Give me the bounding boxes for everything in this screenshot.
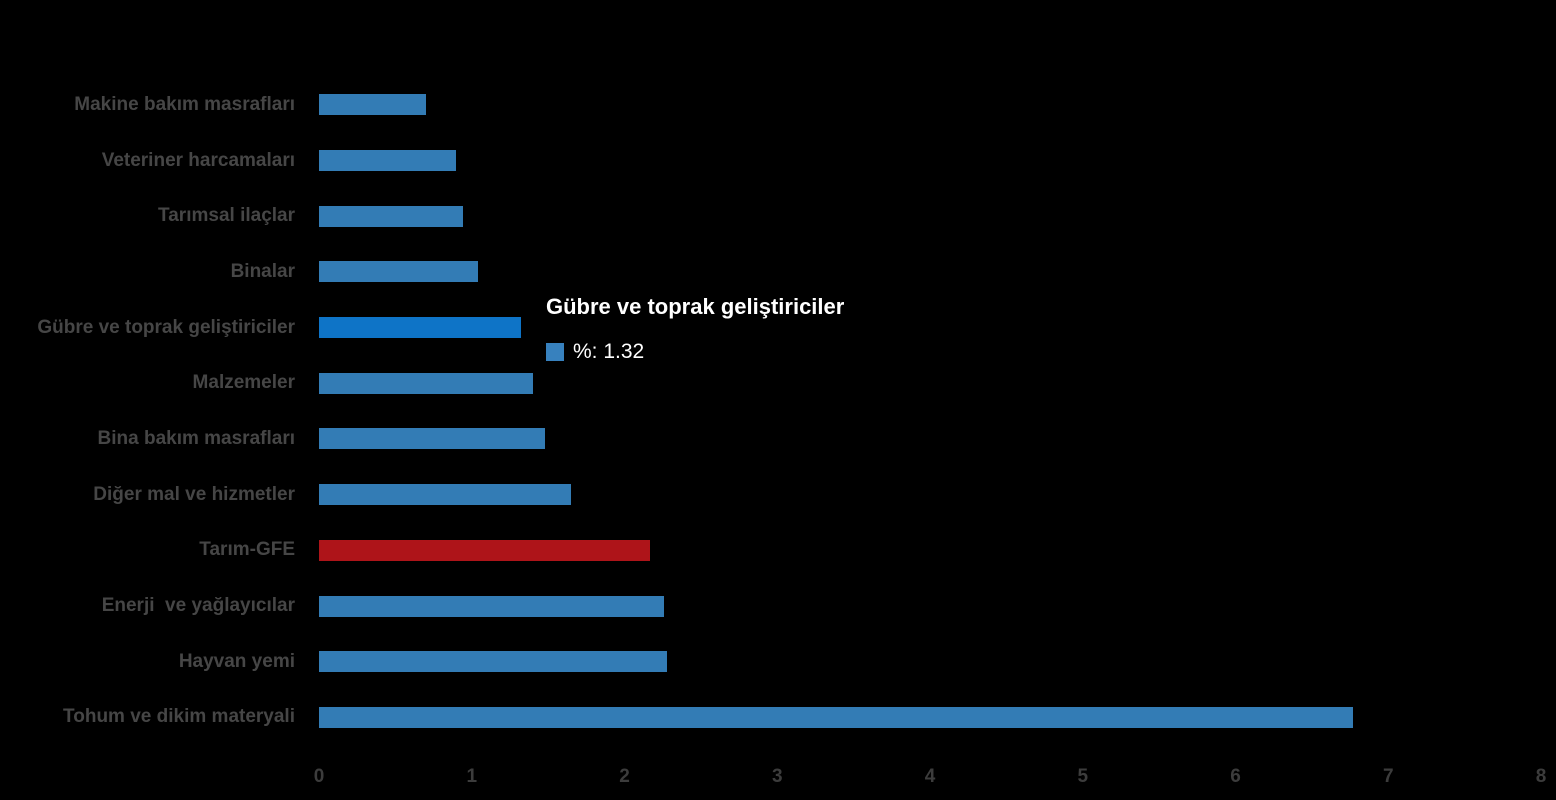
category-label: Tohum ve dikim materyali (63, 706, 295, 728)
tooltip-title: Gübre ve toprak geliştiriciler (546, 294, 845, 319)
bar-track (319, 595, 1541, 617)
category-label: Diğer mal ve hizmetler (93, 483, 295, 505)
x-tick-label: 8 (1535, 766, 1547, 787)
bar-row: Makine bakım masrafları (0, 77, 1556, 133)
bar[interactable] (319, 539, 651, 561)
bar-row: Malzemeler (0, 355, 1556, 411)
category-label: Bina bakım masrafları (97, 427, 295, 449)
bar-row: Tohum ve dikim materyali (0, 690, 1556, 746)
bar-track (319, 539, 1541, 561)
bar-row: Bina bakım masrafları (0, 411, 1556, 467)
x-tick-label: 5 (1077, 766, 1089, 787)
bar-row: Veteriner harcamaları (0, 133, 1556, 189)
bar-track (319, 150, 1541, 172)
category-label: Veteriner harcamaları (101, 149, 295, 171)
x-tick-label: 1 (466, 766, 478, 787)
tooltip: Gübre ve toprak geliştiriciler %: 1.32 (546, 294, 844, 364)
bar[interactable] (319, 261, 478, 283)
category-label: Tarım-GFE (199, 539, 295, 561)
bar-row: Diğer mal ve hizmetler (0, 467, 1556, 523)
bar[interactable] (319, 317, 521, 339)
category-label: Binalar (230, 260, 295, 282)
bar-track (319, 317, 1541, 339)
x-axis: 0 1 2 3 4 5 6 7 8 (314, 766, 1547, 796)
bar[interactable] (319, 94, 426, 116)
category-label: Hayvan yemi (178, 650, 295, 672)
category-label: Tarımsal ilaçlar (158, 205, 295, 227)
x-tick-label: 2 (619, 766, 630, 787)
bar[interactable] (319, 651, 668, 673)
bar-track (319, 428, 1541, 450)
bar-row: Enerji ve yağlayıcılar (0, 578, 1556, 634)
x-tick-label: 3 (771, 766, 783, 787)
bar-row: Gübre ve toprak geliştiriciler (0, 300, 1556, 356)
bar[interactable] (319, 150, 457, 172)
bar[interactable] (319, 428, 546, 450)
category-label: Malzemeler (192, 372, 295, 394)
category-label: Gübre ve toprak geliştiriciler (37, 316, 295, 338)
bar[interactable] (319, 484, 572, 506)
bar[interactable] (319, 706, 1354, 728)
category-label: Enerji ve yağlayıcılar (101, 595, 295, 617)
bar-track (319, 706, 1541, 728)
bar-track (319, 205, 1541, 227)
bar-row: Tarım-GFE (0, 523, 1556, 579)
bar-track (319, 94, 1541, 116)
tooltip-legend-row: %: 1.32 (546, 340, 844, 364)
bar[interactable] (319, 595, 665, 617)
bar[interactable] (319, 372, 533, 394)
x-tick-label: 7 (1382, 766, 1394, 787)
tooltip-legend-swatch (546, 343, 564, 361)
category-label: Makine bakım masrafları (74, 93, 295, 115)
bar-row: Binalar (0, 244, 1556, 300)
plot-area: Makine bakım masrafları Veteriner harcama… (0, 77, 1556, 745)
bar-track (319, 372, 1541, 394)
x-tick-label: 6 (1230, 766, 1241, 787)
bar-track (319, 651, 1541, 673)
bar[interactable] (319, 205, 463, 227)
x-tick-label: 4 (924, 766, 936, 787)
bar-track (319, 261, 1541, 283)
bar-row: Hayvan yemi (0, 634, 1556, 690)
x-tick-label: 0 (313, 766, 325, 787)
bar-row: Tarımsal ilaçlar (0, 188, 1556, 244)
bar-track (319, 484, 1541, 506)
tooltip-value-label: %: 1.32 (573, 340, 645, 363)
